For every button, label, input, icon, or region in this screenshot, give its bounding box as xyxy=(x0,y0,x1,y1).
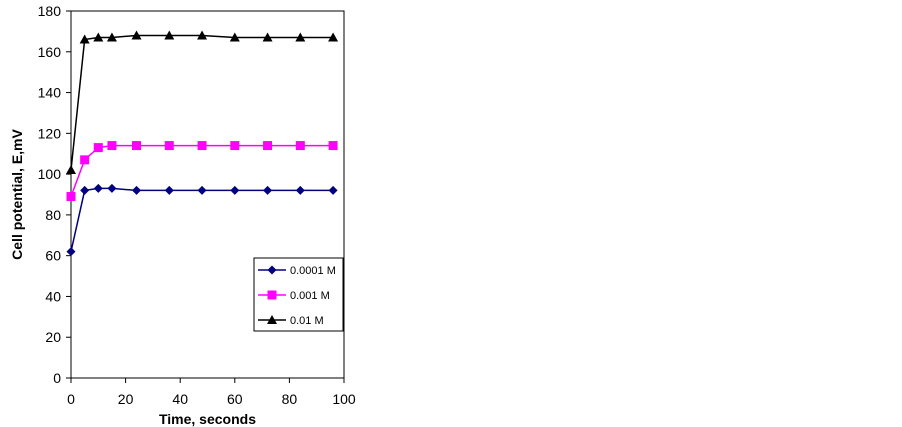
data-point xyxy=(295,141,305,151)
data-point xyxy=(131,30,142,40)
data-point xyxy=(79,34,90,44)
x-axis-title: Time, seconds xyxy=(159,411,256,427)
legend-entry: 0.001 M xyxy=(258,290,330,302)
y-tick-label: 160 xyxy=(38,44,62,60)
data-point xyxy=(295,32,306,42)
data-point xyxy=(132,141,142,151)
data-point xyxy=(80,185,90,195)
legend-entry: 0.0001 M xyxy=(258,265,336,277)
series-layer xyxy=(66,30,339,257)
legend-entry: 0.01 M xyxy=(258,315,324,327)
data-point xyxy=(93,183,103,193)
data-point xyxy=(93,143,103,153)
data-point xyxy=(328,185,338,195)
data-point xyxy=(263,185,273,195)
y-tick-label: 20 xyxy=(45,329,61,345)
legend-label: 0.01 M xyxy=(290,315,324,327)
series-2 xyxy=(66,30,339,175)
data-point xyxy=(262,32,273,42)
legend: 0.0001 M 0.001 M 0.01 M xyxy=(253,257,344,332)
data-point xyxy=(229,32,240,42)
data-point xyxy=(66,247,76,257)
series-0 xyxy=(66,183,338,257)
data-point xyxy=(267,265,277,275)
data-point xyxy=(107,141,117,151)
x-tick-label: 80 xyxy=(282,391,298,407)
data-point xyxy=(197,185,207,195)
data-point xyxy=(66,192,76,202)
data-point xyxy=(132,185,142,195)
x-tick-label: 40 xyxy=(172,391,188,407)
data-point xyxy=(295,185,305,195)
data-point xyxy=(80,155,90,165)
data-point xyxy=(164,30,175,40)
data-point xyxy=(164,141,174,151)
data-point xyxy=(328,141,338,151)
data-point xyxy=(164,185,174,195)
legend-label: 0.001 M xyxy=(290,290,330,302)
y-tick-label: 0 xyxy=(53,370,61,386)
y-tick-label: 180 xyxy=(38,3,62,19)
y-axis: 0 20 40 60 80 100 120 140 160 180 xyxy=(38,3,71,386)
data-point xyxy=(197,30,208,40)
data-point xyxy=(230,185,240,195)
x-tick-label: 60 xyxy=(227,391,243,407)
y-tick-label: 80 xyxy=(45,207,61,223)
data-point xyxy=(93,32,104,42)
x-axis: 0 20 40 60 80 100 xyxy=(67,378,356,407)
data-point xyxy=(263,141,273,151)
x-tick-label: 20 xyxy=(118,391,134,407)
data-point xyxy=(328,32,339,42)
data-point xyxy=(267,290,277,300)
y-axis-title: Cell potential, E,mV xyxy=(9,129,25,260)
data-point xyxy=(106,32,117,42)
data-point xyxy=(66,165,76,175)
y-tick-label: 40 xyxy=(45,288,61,304)
data-point xyxy=(197,141,207,151)
y-tick-label: 60 xyxy=(45,248,61,264)
y-tick-label: 100 xyxy=(38,166,62,182)
data-point xyxy=(230,141,240,151)
data-point xyxy=(267,315,277,324)
y-tick-label: 120 xyxy=(38,125,62,141)
x-tick-label: 0 xyxy=(67,391,75,407)
y-tick-label: 140 xyxy=(38,85,62,101)
legend-label: 0.0001 M xyxy=(290,265,336,277)
series-1 xyxy=(66,141,338,202)
x-tick-label: 100 xyxy=(332,391,356,407)
data-point xyxy=(107,183,117,193)
